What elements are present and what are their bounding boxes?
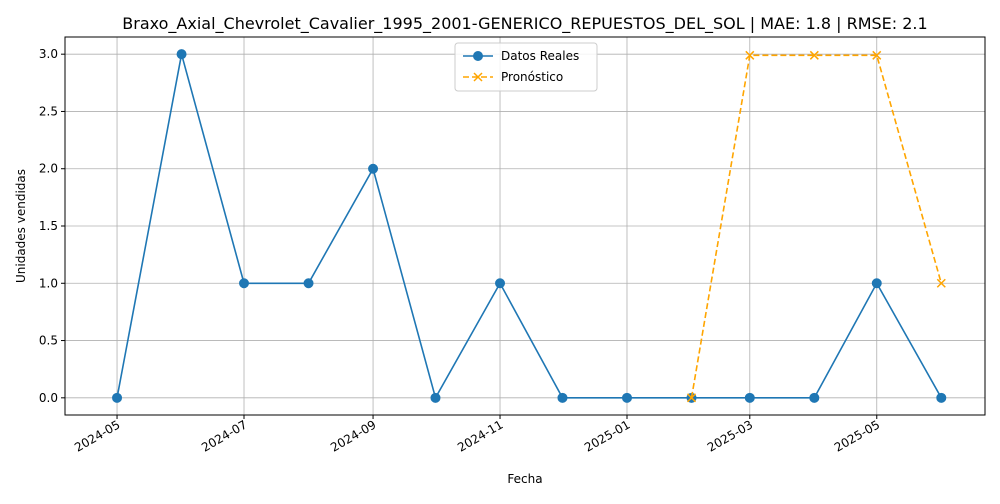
x-tick-label: 2025-01 [582, 417, 632, 454]
data-point [686, 393, 697, 403]
x-tick-label: 2025-05 [832, 417, 882, 454]
data-point [430, 392, 441, 403]
x-axis-label: Fecha [507, 472, 542, 486]
x-tick-label: 2025-03 [705, 417, 755, 454]
y-axis-label: Unidades vendidas [14, 169, 28, 283]
legend-label: Datos Reales [501, 49, 579, 63]
data-point [112, 392, 123, 403]
data-point [872, 50, 882, 60]
grid [65, 37, 985, 415]
data-point [303, 278, 314, 289]
y-tick-label: 3.0 [39, 47, 58, 61]
x-axis: 2024-05 2024-07 2024-09 2024-11 2025-01 2025-… [72, 415, 882, 455]
data-point [871, 278, 882, 289]
series-layer [112, 49, 947, 403]
y-tick-label: 2.0 [39, 162, 58, 176]
y-tick-label: 2.5 [39, 104, 58, 118]
series-line [690, 54, 943, 398]
y-axis: 0.0 0.5 1.0 1.5 2.0 2.5 3.0 [39, 47, 65, 405]
data-point [936, 392, 947, 403]
data-point [745, 50, 755, 60]
y-tick-label: 0.5 [39, 334, 58, 348]
data-point [495, 278, 506, 289]
data-point [176, 49, 187, 60]
x-tick-label: 2024-11 [455, 417, 505, 454]
legend-marker [473, 72, 483, 82]
data-point [557, 392, 568, 403]
legend: Datos Reales Pronóstico [454, 42, 598, 92]
legend-box [454, 42, 598, 92]
legend-label: Pronóstico [501, 70, 563, 84]
series-1 [686, 50, 946, 403]
series-0 [112, 49, 947, 403]
y-tick-label: 0.0 [39, 391, 58, 405]
legend-marker [473, 51, 483, 61]
x-tick-label: 2024-09 [328, 417, 378, 454]
x-tick-label: 2024-05 [72, 417, 122, 454]
data-point [368, 163, 379, 174]
data-point [809, 392, 820, 403]
data-point [621, 392, 632, 403]
y-tick-label: 1.5 [39, 219, 58, 233]
data-point [936, 278, 946, 288]
x-tick-label: 2024-07 [199, 417, 249, 454]
data-point [809, 50, 819, 60]
chart-title: Braxo_Axial_Chevrolet_Cavalier_1995_2001… [122, 14, 927, 34]
data-point [239, 278, 250, 289]
data-point [744, 392, 755, 403]
y-tick-label: 1.0 [39, 276, 58, 290]
series-line [116, 53, 942, 400]
